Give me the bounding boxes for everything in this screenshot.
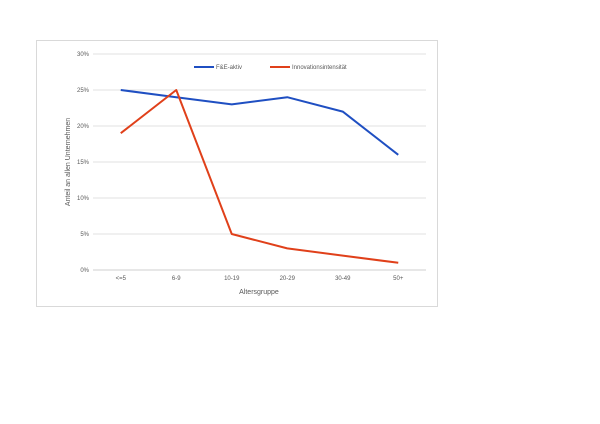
legend-label-0: F&E-aktiv	[216, 65, 242, 71]
series-line-1	[120, 89, 399, 264]
y-tick-label: 5%	[80, 232, 89, 238]
y-tick-label: 0%	[80, 268, 89, 274]
y-tick-labels: 0% 5% 10% 15% 20% 25% 30%	[77, 52, 90, 274]
x-tick-label: 6-9	[172, 276, 181, 282]
y-tick-label: 30%	[77, 52, 90, 58]
x-tick-label: 30-49	[335, 276, 351, 282]
y-tick-label: 25%	[77, 88, 90, 94]
chart-frame	[36, 40, 438, 307]
x-tick-label: <=5	[116, 276, 127, 282]
series-lines	[120, 89, 399, 264]
y-axis-title: Anteil an allen Unternehmen	[65, 118, 72, 206]
legend-label-1: Innovationsintensität	[292, 65, 347, 71]
x-tick-label: 50+	[393, 276, 404, 282]
x-tick-label: 20-29	[280, 276, 296, 282]
gridlines	[93, 53, 426, 271]
x-axis-title: Altersgruppe	[239, 289, 279, 296]
y-tick-label: 15%	[77, 160, 90, 166]
legend: F&E-aktiv Innovationsintensität	[194, 65, 347, 71]
y-tick-label: 10%	[77, 196, 90, 202]
y-tick-label: 20%	[77, 124, 90, 130]
x-tick-label: 10-19	[224, 276, 240, 282]
x-tick-labels: <=5 6-9 10-19 20-29 30-49 50+	[116, 276, 404, 282]
